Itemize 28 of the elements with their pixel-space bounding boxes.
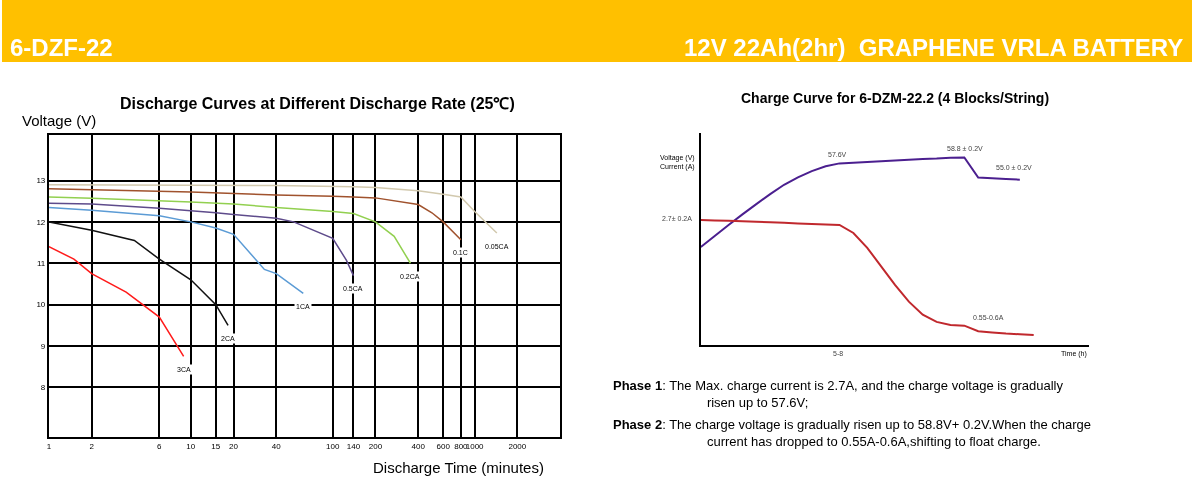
- y-tick-label: 13: [36, 176, 46, 186]
- x-tick-label: 2: [89, 441, 95, 451]
- chart-title: Charge Curve for 6-DZM-22.2 (4 Blocks/String): [741, 90, 1050, 106]
- x-tick-label: 200: [368, 441, 383, 451]
- text: Phase 1: The Max. charge current is 2.7A, and the charge voltage is gradually risen up to 57.6V;: [613, 378, 1064, 410]
- y-tick-label: 10: [36, 300, 46, 310]
- y-axis-title: Voltage (V): [22, 112, 97, 129]
- x-axis-title: Discharge Time (minutes): [373, 459, 544, 476]
- x-tick-label: 40: [271, 441, 282, 451]
- chart-title: Discharge Curves at Different Discharge Rate (25℃): [120, 95, 515, 112]
- y-tick-label: 12: [36, 217, 46, 227]
- x-tick-label: 600: [436, 441, 451, 451]
- x-tick-label: 1000: [465, 441, 485, 451]
- text: Phase 2: The charge voltage is gradually risen up to 58.8V+ 0.2V.When the charge current has dropped to 0.55A-0.6A,shifting to float charge.: [613, 417, 1092, 449]
- y-tick-label: 11: [37, 259, 46, 269]
- y-tick-label: 9: [40, 341, 46, 351]
- x-tick-label: 100: [326, 441, 340, 451]
- x-tick-label: 2000: [508, 441, 527, 451]
- x-tick-label: 20: [229, 441, 239, 451]
- x-tick-label: 140: [346, 441, 361, 451]
- text: 12V 22Ah(2hr) GRAPHENE VRLA BATTERY: [684, 34, 1184, 61]
- x-tick-label: 15: [211, 441, 221, 451]
- text: 6-DZF-22: [10, 34, 113, 61]
- x-tick-label: 10: [186, 441, 196, 451]
- x-tick-label: 6: [157, 441, 163, 451]
- y-tick-label: 8: [40, 383, 46, 393]
- x-tick-label: 400: [411, 441, 426, 451]
- x-tick-label: 1: [46, 441, 52, 451]
